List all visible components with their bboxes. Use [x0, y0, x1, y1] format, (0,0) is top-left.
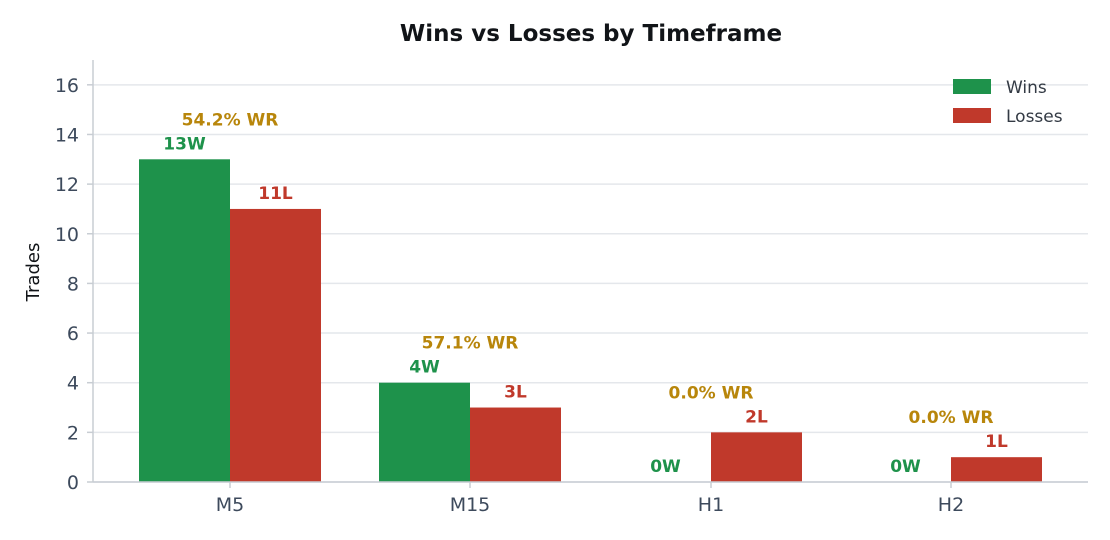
win-rate-label-m5: 54.2% WR [182, 110, 279, 130]
bar-losses-h2 [951, 457, 1042, 482]
axes: 0 2 4 6 8 10 12 14 16 M5 M15 H1 H2 [55, 60, 1088, 516]
y-tick-label: 16 [55, 75, 79, 97]
y-tick-label: 14 [55, 124, 79, 146]
y-tick-label: 10 [55, 224, 79, 246]
data-label-wins-m5: 13W [163, 134, 206, 154]
x-tick-label: M15 [450, 494, 491, 516]
y-tick-label: 2 [67, 422, 79, 444]
y-tick-label: 0 [67, 472, 79, 494]
data-label-losses-h1: 2L [745, 407, 768, 427]
bar-wins-m15 [379, 382, 470, 482]
y-axis-title: Trades [23, 243, 44, 303]
legend-swatch-losses [953, 108, 991, 123]
y-tick-label: 8 [67, 273, 79, 295]
data-label-wins-m15: 4W [409, 358, 440, 378]
x-tick-label: H2 [938, 494, 964, 516]
chart-title: Wins vs Losses by Timeframe [400, 21, 782, 47]
data-label-wins-h1: 0W [650, 457, 681, 477]
legend-label-losses: Losses [1006, 107, 1063, 127]
y-tick-label: 6 [67, 323, 79, 345]
y-tick-label: 4 [67, 373, 79, 395]
data-label-losses-m15: 3L [504, 383, 527, 403]
legend: Wins Losses [953, 78, 1063, 127]
bars [139, 159, 1042, 483]
data-labels: 13W 11L 54.2% WR 4W 3L 57.1% WR 0W 2L 0.0% WR 0W 1… [163, 110, 1008, 477]
data-label-losses-m5: 11L [258, 184, 293, 204]
data-label-wins-h2: 0W [890, 457, 921, 477]
x-tick-label: M5 [216, 494, 244, 516]
data-label-losses-h2: 1L [985, 432, 1008, 452]
bar-losses-m15 [470, 407, 561, 482]
win-rate-label-m15: 57.1% WR [422, 334, 519, 354]
legend-label-wins: Wins [1006, 78, 1047, 98]
y-tick-label: 12 [55, 174, 79, 196]
bar-losses-h1 [711, 432, 802, 482]
win-rate-label-h1: 0.0% WR [669, 383, 754, 403]
bar-wins-m5 [139, 159, 230, 482]
bar-losses-m5 [230, 208, 321, 483]
win-rate-label-h2: 0.0% WR [909, 408, 994, 428]
x-tick-label: H1 [698, 494, 724, 516]
legend-swatch-wins [953, 79, 991, 94]
